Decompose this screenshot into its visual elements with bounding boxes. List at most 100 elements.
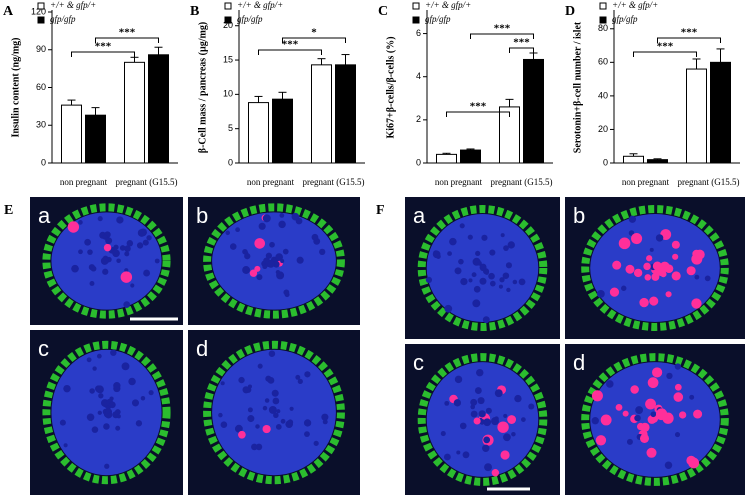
nucleus (247, 384, 252, 389)
bar (523, 58, 544, 164)
nucleus (655, 234, 664, 242)
significance-label: *** (681, 27, 698, 39)
significance-label: *** (513, 37, 530, 49)
nucleus (521, 417, 526, 422)
nucleus (591, 417, 599, 425)
stained-cell (622, 410, 629, 417)
stained-cell (600, 414, 612, 426)
significance-bracket (470, 33, 534, 39)
stained-cell (262, 424, 271, 434)
nucleus (102, 268, 109, 275)
nucleus (235, 424, 243, 433)
nucleus (244, 253, 251, 260)
nucleus (97, 216, 103, 222)
nucleus (321, 413, 329, 421)
nucleus (479, 264, 487, 272)
nucleus (664, 461, 673, 469)
nucleus (113, 244, 119, 250)
nucleus (447, 251, 452, 256)
nucleus (276, 409, 281, 414)
nucleus (104, 463, 110, 469)
nucleus (606, 380, 614, 388)
nucleus (242, 386, 250, 394)
nucleus (251, 443, 258, 451)
nucleus (488, 272, 495, 280)
bar (248, 102, 269, 164)
significance-bracket (633, 51, 697, 57)
nucleus (458, 258, 464, 265)
nucleus (476, 368, 484, 377)
stained-cell (497, 421, 509, 433)
x-tick-label: pregnant (G15.5) (116, 177, 178, 187)
nucleus (136, 242, 144, 249)
nucleus (474, 387, 482, 394)
nucleus (477, 397, 485, 405)
stained-cell (649, 296, 659, 306)
y-axis-label: β-Cell mass / pancreas (µg/mg) (197, 22, 208, 153)
nucleus (126, 240, 134, 247)
nucleus (503, 413, 508, 418)
legend-label: +/+ & gfp/+ (425, 0, 471, 10)
nucleus (257, 363, 263, 369)
nucleus (84, 238, 91, 246)
nucleus (635, 406, 644, 414)
y-axis-label: Insulin content (ng/mg) (10, 37, 21, 137)
nucleus (528, 403, 535, 410)
y-tick-label: 2 (416, 114, 421, 124)
significance-label: *** (95, 41, 112, 53)
stained-cell (618, 237, 631, 250)
nucleus (282, 248, 289, 255)
nucleus (238, 376, 245, 384)
nucleus (146, 235, 152, 241)
nucleus (262, 214, 271, 223)
nucleus (432, 250, 441, 259)
nucleus (295, 374, 301, 380)
significance-label: *** (119, 27, 136, 39)
legend-label: gfp/gfp (612, 14, 638, 24)
nucleus (96, 353, 102, 359)
significance-bracket (657, 37, 721, 43)
stained-cell (639, 433, 650, 443)
stained-cell (473, 417, 481, 425)
subpanel-label: c (413, 350, 424, 375)
nucleus (112, 249, 120, 258)
nucleus (634, 414, 641, 422)
y-axis-label: Serotonin+β-cell number / islet (572, 21, 583, 153)
nucleus (483, 436, 491, 444)
stained-cell (679, 411, 687, 419)
subpanel-label: d (196, 336, 208, 361)
nucleus (502, 272, 510, 279)
nucleus (130, 283, 135, 288)
nucleus (131, 399, 140, 407)
stained-cell (656, 408, 668, 420)
nucleus (218, 412, 223, 418)
nucleus (503, 433, 511, 442)
stained-cell (671, 240, 680, 249)
nucleus (650, 411, 657, 418)
bar (61, 104, 82, 164)
significance-bracket (258, 49, 322, 55)
nucleus (124, 268, 129, 273)
nucleus (289, 406, 294, 411)
panel-label: C (378, 4, 388, 19)
nucleus (121, 362, 130, 371)
y-tick-label: 10 (223, 89, 233, 99)
nucleus (140, 396, 146, 401)
legend-swatch (412, 16, 420, 24)
nucleus (109, 401, 116, 409)
nucleus (255, 443, 263, 451)
islet-rim (42, 203, 171, 319)
y-tick-label: 0 (416, 157, 421, 167)
nucleus (100, 257, 109, 265)
significance-label: *** (494, 23, 511, 35)
subpanel-label: a (38, 203, 51, 228)
stained-cell (652, 367, 663, 378)
y-axis-label: Ki67+β-cells/β-cells (%) (385, 36, 396, 138)
nucleus (484, 463, 493, 472)
legend-label: +/+ & gfp/+ (50, 0, 96, 10)
bar (311, 64, 332, 164)
nucleus (148, 390, 154, 396)
y-tick-label: 120 (31, 6, 46, 16)
nucleus (115, 425, 121, 431)
panel-label: E (4, 203, 13, 218)
